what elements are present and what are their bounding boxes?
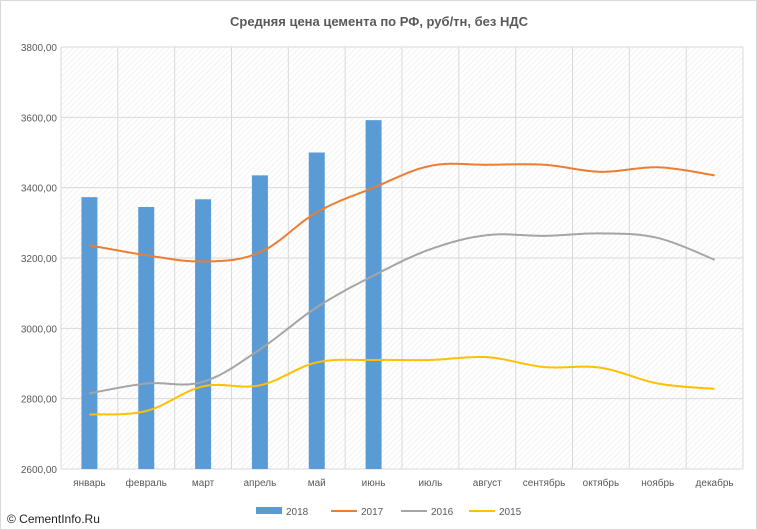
line-series	[89, 162, 715, 416]
bar-series	[81, 120, 382, 469]
y-tick-label: 3600,00	[21, 113, 58, 124]
legend-swatch-2018	[256, 507, 282, 514]
y-tick-label: 2800,00	[21, 395, 58, 406]
x-tick-label: ноябрь	[641, 477, 674, 489]
chart-title: Средняя цена цемента по РФ, руб/тн, без …	[230, 14, 529, 29]
line-2015	[89, 355, 715, 416]
x-tick-label: апрель	[244, 478, 277, 489]
bar-2018	[365, 120, 382, 469]
x-tick-label: февраль	[126, 477, 167, 489]
x-tick-label: июль	[418, 478, 442, 489]
x-tick-label: январь	[73, 478, 105, 489]
x-tick-label: июнь	[362, 478, 386, 489]
bar-2018	[308, 152, 325, 469]
y-tick-label: 3200,00	[21, 254, 58, 265]
line-2017	[89, 162, 715, 263]
bar-2018	[251, 175, 268, 469]
legend-label-2018: 2018	[286, 507, 309, 518]
x-tick-label: декабрь	[696, 477, 734, 489]
legend-label-2016: 2016	[431, 507, 454, 518]
y-tick-label: 3400,00	[21, 184, 58, 195]
y-tick-label: 3800,00	[21, 43, 58, 54]
x-tick-label: август	[473, 478, 502, 489]
x-tick-label: октябрь	[583, 477, 620, 489]
x-tick-label: март	[192, 478, 215, 489]
legend: 2018 2017 2016 2015	[256, 507, 522, 518]
axes: 2600,00 2800,00 3000,00 3200,00 3400,00 3600,…	[21, 43, 734, 489]
bar-2018	[138, 207, 155, 469]
x-tick-label: сентябрь	[523, 477, 566, 489]
legend-label-2015: 2015	[499, 507, 522, 518]
line-2016	[89, 232, 715, 395]
legend-label-2017: 2017	[361, 507, 384, 518]
footer-copyright: © CementInfo.Ru	[7, 512, 100, 526]
bar-2018	[81, 197, 98, 469]
bar-2018	[195, 199, 212, 469]
y-tick-label: 3000,00	[21, 324, 58, 335]
y-tick-label: 2600,00	[21, 465, 58, 476]
x-tick-label: май	[308, 478, 326, 489]
gridlines	[60, 46, 744, 470]
